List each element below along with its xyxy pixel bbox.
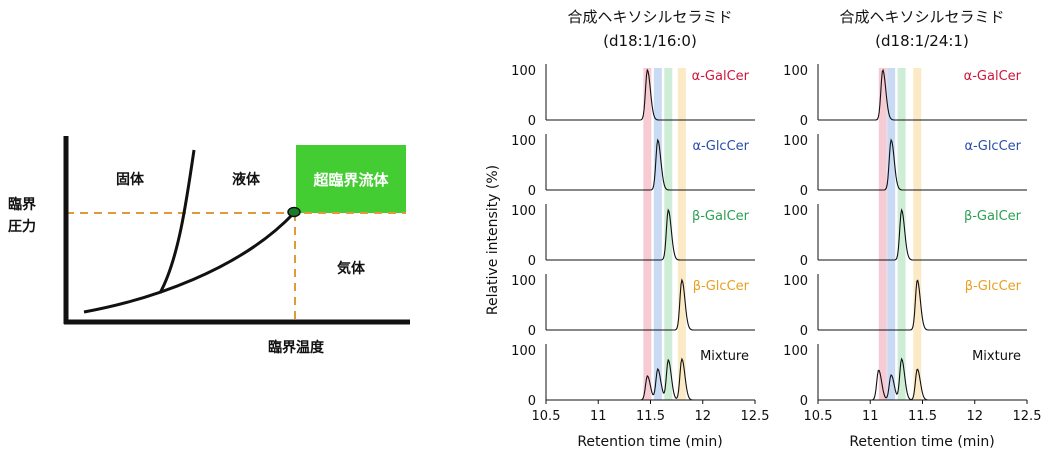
highlight-band-1 — [643, 68, 652, 400]
y-tick-label: 100 — [783, 344, 808, 359]
critical-pressure-label-line1: 臨界 — [8, 196, 37, 213]
y-tick-label: 0 — [528, 324, 536, 339]
series-label: Mixture — [700, 349, 749, 364]
x-tick-label: 12.5 — [1013, 409, 1042, 424]
highlight-band-4 — [913, 68, 922, 400]
chromatogram-trace-glccer — [818, 279, 1027, 331]
y-tick-label: 0 — [800, 254, 808, 269]
x-tick-label: 11 — [862, 409, 879, 424]
panel-2-title-line1: 合成ヘキソシルセラミド — [839, 8, 1004, 26]
chromatogram-trace-glccer — [546, 138, 755, 191]
panel-1-x-axis-label: Retention time (min) — [577, 434, 722, 450]
highlight-band-2 — [887, 68, 896, 400]
melting-curve — [158, 149, 196, 294]
panel-2-title-line2: (d18:1/24:1) — [875, 32, 969, 50]
y-axis-label: Relative intensity (%) — [485, 165, 501, 315]
series-label: α-GalCer — [692, 69, 750, 84]
supercritical-region-box — [296, 145, 406, 213]
x-tick-label: 12 — [694, 409, 711, 424]
y-tick-label: 0 — [528, 114, 536, 129]
y-tick-label: 0 — [800, 394, 808, 409]
x-tick-label: 11.5 — [908, 409, 937, 424]
y-tick-label: 0 — [800, 184, 808, 199]
vaporization-curve — [83, 211, 296, 314]
panel-2-x-axis-label: Retention time (min) — [849, 434, 994, 450]
chromatogram-trace-galcer — [818, 68, 1027, 121]
chromatogram-trace-mixture — [818, 357, 1027, 401]
solid-label: 固体 — [116, 171, 145, 188]
gas-label: 気体 — [337, 260, 366, 277]
critical-point-marker — [287, 206, 301, 218]
x-tick-label: 10.5 — [804, 409, 833, 424]
y-tick-label: 100 — [783, 274, 808, 289]
y-tick-label: 100 — [511, 204, 536, 219]
series-label: α-GalCer — [964, 69, 1022, 84]
y-tick-label: 100 — [783, 64, 808, 79]
series-label: Mixture — [972, 349, 1021, 364]
x-tick-label: 11.5 — [636, 409, 665, 424]
series-label: β-GlcCer — [965, 279, 1022, 294]
highlight-band-2 — [653, 68, 662, 400]
y-tick-label: 100 — [783, 134, 808, 149]
series-label: β-GalCer — [692, 209, 750, 224]
chromatogram-panel-2: 合成ヘキソシルセラミド (d18:1/24:1) Retention time … — [783, 8, 1041, 450]
panel-1-title-line1: 合成ヘキソシルセラミド — [567, 8, 732, 26]
chromatogram-trace-galcer — [546, 68, 755, 121]
series-label: β-GalCer — [964, 209, 1022, 224]
x-tick-label: 11 — [590, 409, 607, 424]
chromatogram-trace-galcer — [546, 208, 755, 261]
y-tick-label: 0 — [800, 114, 808, 129]
y-tick-label: 100 — [511, 274, 536, 289]
series-label: β-GlcCer — [693, 279, 750, 294]
x-tick-label: 12 — [966, 409, 983, 424]
chromatogram-panel-1: 合成ヘキソシルセラミド (d18:1/16:0) Relative intens… — [485, 8, 769, 450]
chromatogram-trace-glccer — [818, 138, 1027, 191]
x-tick-label: 12.5 — [741, 409, 770, 424]
highlight-band-3 — [897, 68, 906, 400]
y-tick-label: 0 — [528, 394, 536, 409]
highlight-band-3 — [664, 68, 673, 400]
supercritical-label: 超臨界流体 — [312, 171, 389, 189]
y-tick-label: 100 — [511, 134, 536, 149]
critical-pressure-label-line2: 圧力 — [8, 218, 36, 235]
phase-diagram: 超臨界流体 固体 液体 気体 臨界 圧力 臨界温度 — [8, 136, 410, 356]
y-tick-label: 100 — [783, 204, 808, 219]
x-tick-label: 10.5 — [532, 409, 561, 424]
y-tick-label: 100 — [511, 64, 536, 79]
series-label: α-GlcCer — [692, 139, 749, 154]
chromatogram-trace-glccer — [546, 278, 755, 331]
critical-temperature-label: 臨界温度 — [268, 339, 325, 356]
y-tick-label: 0 — [800, 324, 808, 339]
chromatogram-trace-galcer — [818, 208, 1027, 261]
highlight-band-1 — [878, 68, 887, 400]
y-tick-label: 0 — [528, 184, 536, 199]
series-label: α-GlcCer — [964, 139, 1021, 154]
panel-1-title-line2: (d18:1/16:0) — [603, 32, 697, 50]
highlight-band-4 — [677, 68, 686, 400]
y-tick-label: 0 — [528, 254, 536, 269]
liquid-label: 液体 — [232, 171, 261, 188]
y-tick-label: 100 — [511, 344, 536, 359]
